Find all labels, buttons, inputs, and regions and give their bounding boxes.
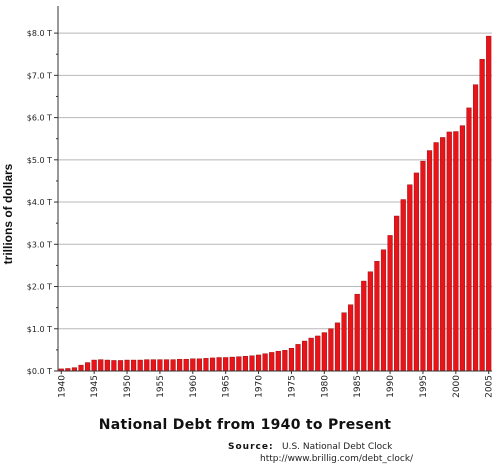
y-tick-label: $7.0 T: [27, 71, 52, 80]
chart-title: National Debt from 1940 to Present: [99, 417, 392, 433]
bar-1954: [150, 359, 156, 372]
bar-1999: [446, 131, 452, 372]
source-label: Source:: [228, 442, 274, 452]
bar-1942: [71, 367, 78, 372]
x-tick-labels: 1940 1945 1950 1955 1960 1965 1970 1975 1980 1985…: [57, 375, 494, 398]
y-axis-label: trillions of dollars: [1, 163, 15, 264]
bar-1978: [308, 337, 314, 372]
bar-1945: [91, 359, 97, 372]
y-tick-label: $6.0 T: [27, 114, 52, 123]
x-tick-label: 1940: [57, 375, 67, 398]
bar-1957: [170, 359, 176, 372]
bar-2003: [472, 84, 479, 372]
y-tick-label: $3.0 T: [27, 240, 52, 249]
bar-1985: [354, 293, 360, 372]
x-tick-label: 2000: [452, 375, 462, 398]
bar-1948: [111, 360, 117, 372]
bar-1996: [426, 150, 433, 372]
x-tick-label: 2005: [485, 375, 495, 398]
source-line: Source: U.S. National Debt Clock: [228, 436, 393, 453]
bar-1988: [374, 260, 380, 372]
bar-1943: [78, 364, 84, 372]
bar-1989: [380, 249, 387, 372]
y-tick-label: $4.0 T: [27, 198, 52, 207]
bar-2004: [479, 59, 485, 372]
bar-1965: [223, 357, 229, 372]
bar-2002: [466, 107, 472, 372]
y-tick-label: $2.0 T: [27, 283, 52, 292]
bar-1995: [420, 160, 426, 372]
bar-1984: [348, 304, 354, 372]
bar-1961: [196, 358, 202, 372]
bar-1955: [157, 359, 163, 372]
source-url: http://www.brillig.com/debt_clock/: [260, 454, 414, 464]
x-tick-label: 1985: [353, 375, 363, 398]
bar-2001: [459, 125, 465, 372]
x-tick-label: 1970: [255, 375, 265, 398]
bar-1987: [367, 271, 373, 372]
bar-1986: [361, 280, 367, 372]
bar-1977: [302, 340, 308, 372]
grid: [58, 32, 492, 330]
x-tick-label: 1965: [222, 375, 232, 398]
x-tick-label: 1960: [189, 375, 199, 398]
bar-1951: [131, 359, 137, 372]
bar-1947: [104, 359, 110, 372]
bar-1979: [315, 335, 321, 372]
y-tick-labels: $0.0 T $1.0 T $2.0 T $3.0 T $4.0 T $5.0 T $6.0…: [27, 29, 52, 376]
bar-1949: [117, 360, 124, 372]
bar-1964: [216, 357, 222, 372]
bar-1950: [124, 359, 130, 372]
bar-1981: [328, 328, 334, 372]
bar-1991: [394, 215, 400, 372]
bar-1963: [209, 357, 216, 372]
bar-1993: [407, 184, 413, 372]
bar-1980: [321, 332, 327, 372]
bar-1974: [282, 350, 288, 372]
x-tick-label: 1945: [90, 375, 100, 398]
bar-1976: [295, 344, 301, 372]
bar-1975: [288, 347, 295, 372]
bar-1992: [400, 199, 406, 372]
bar-1958: [177, 358, 183, 372]
x-tick-label: 1990: [386, 375, 396, 398]
bar-1946: [98, 359, 104, 372]
bar-1968: [242, 356, 248, 372]
x-tick-label: 1975: [287, 375, 297, 398]
bar-1970: [255, 354, 262, 372]
bar-1966: [229, 356, 235, 372]
x-tick-label: 1955: [156, 375, 166, 398]
bar-1953: [144, 359, 150, 372]
bar-1990: [387, 235, 393, 372]
bar-1956: [163, 359, 170, 372]
x-tick-label: 1980: [320, 375, 330, 398]
bar-1969: [249, 355, 255, 372]
source-name: U.S. National Debt Clock: [282, 442, 393, 452]
bar-1962: [203, 358, 209, 372]
y-tick-label: $8.0 T: [27, 29, 52, 38]
bar-2000: [453, 131, 459, 372]
bar-1959: [183, 358, 189, 372]
bar-1952: [137, 359, 143, 372]
bar-1973: [275, 350, 281, 372]
x-tick-label: 1995: [419, 375, 429, 398]
bar-1983: [341, 312, 347, 372]
bar-2005: [486, 35, 492, 372]
bar-1994: [413, 172, 419, 372]
axes: [54, 6, 492, 374]
bars: [58, 35, 492, 372]
bar-1998: [440, 137, 446, 372]
bar-1944: [85, 362, 91, 372]
bar-1972: [269, 352, 275, 372]
bar-1971: [262, 353, 268, 372]
x-tick-label: 1950: [123, 375, 133, 398]
y-tick-label: $1.0 T: [27, 325, 52, 334]
y-tick-label: $5.0 T: [27, 156, 52, 165]
bar-1960: [190, 358, 196, 372]
bar-1997: [433, 142, 439, 372]
y-tick-label: $0.0 T: [27, 367, 52, 376]
bar-1982: [334, 322, 341, 372]
bar-1967: [236, 356, 242, 372]
